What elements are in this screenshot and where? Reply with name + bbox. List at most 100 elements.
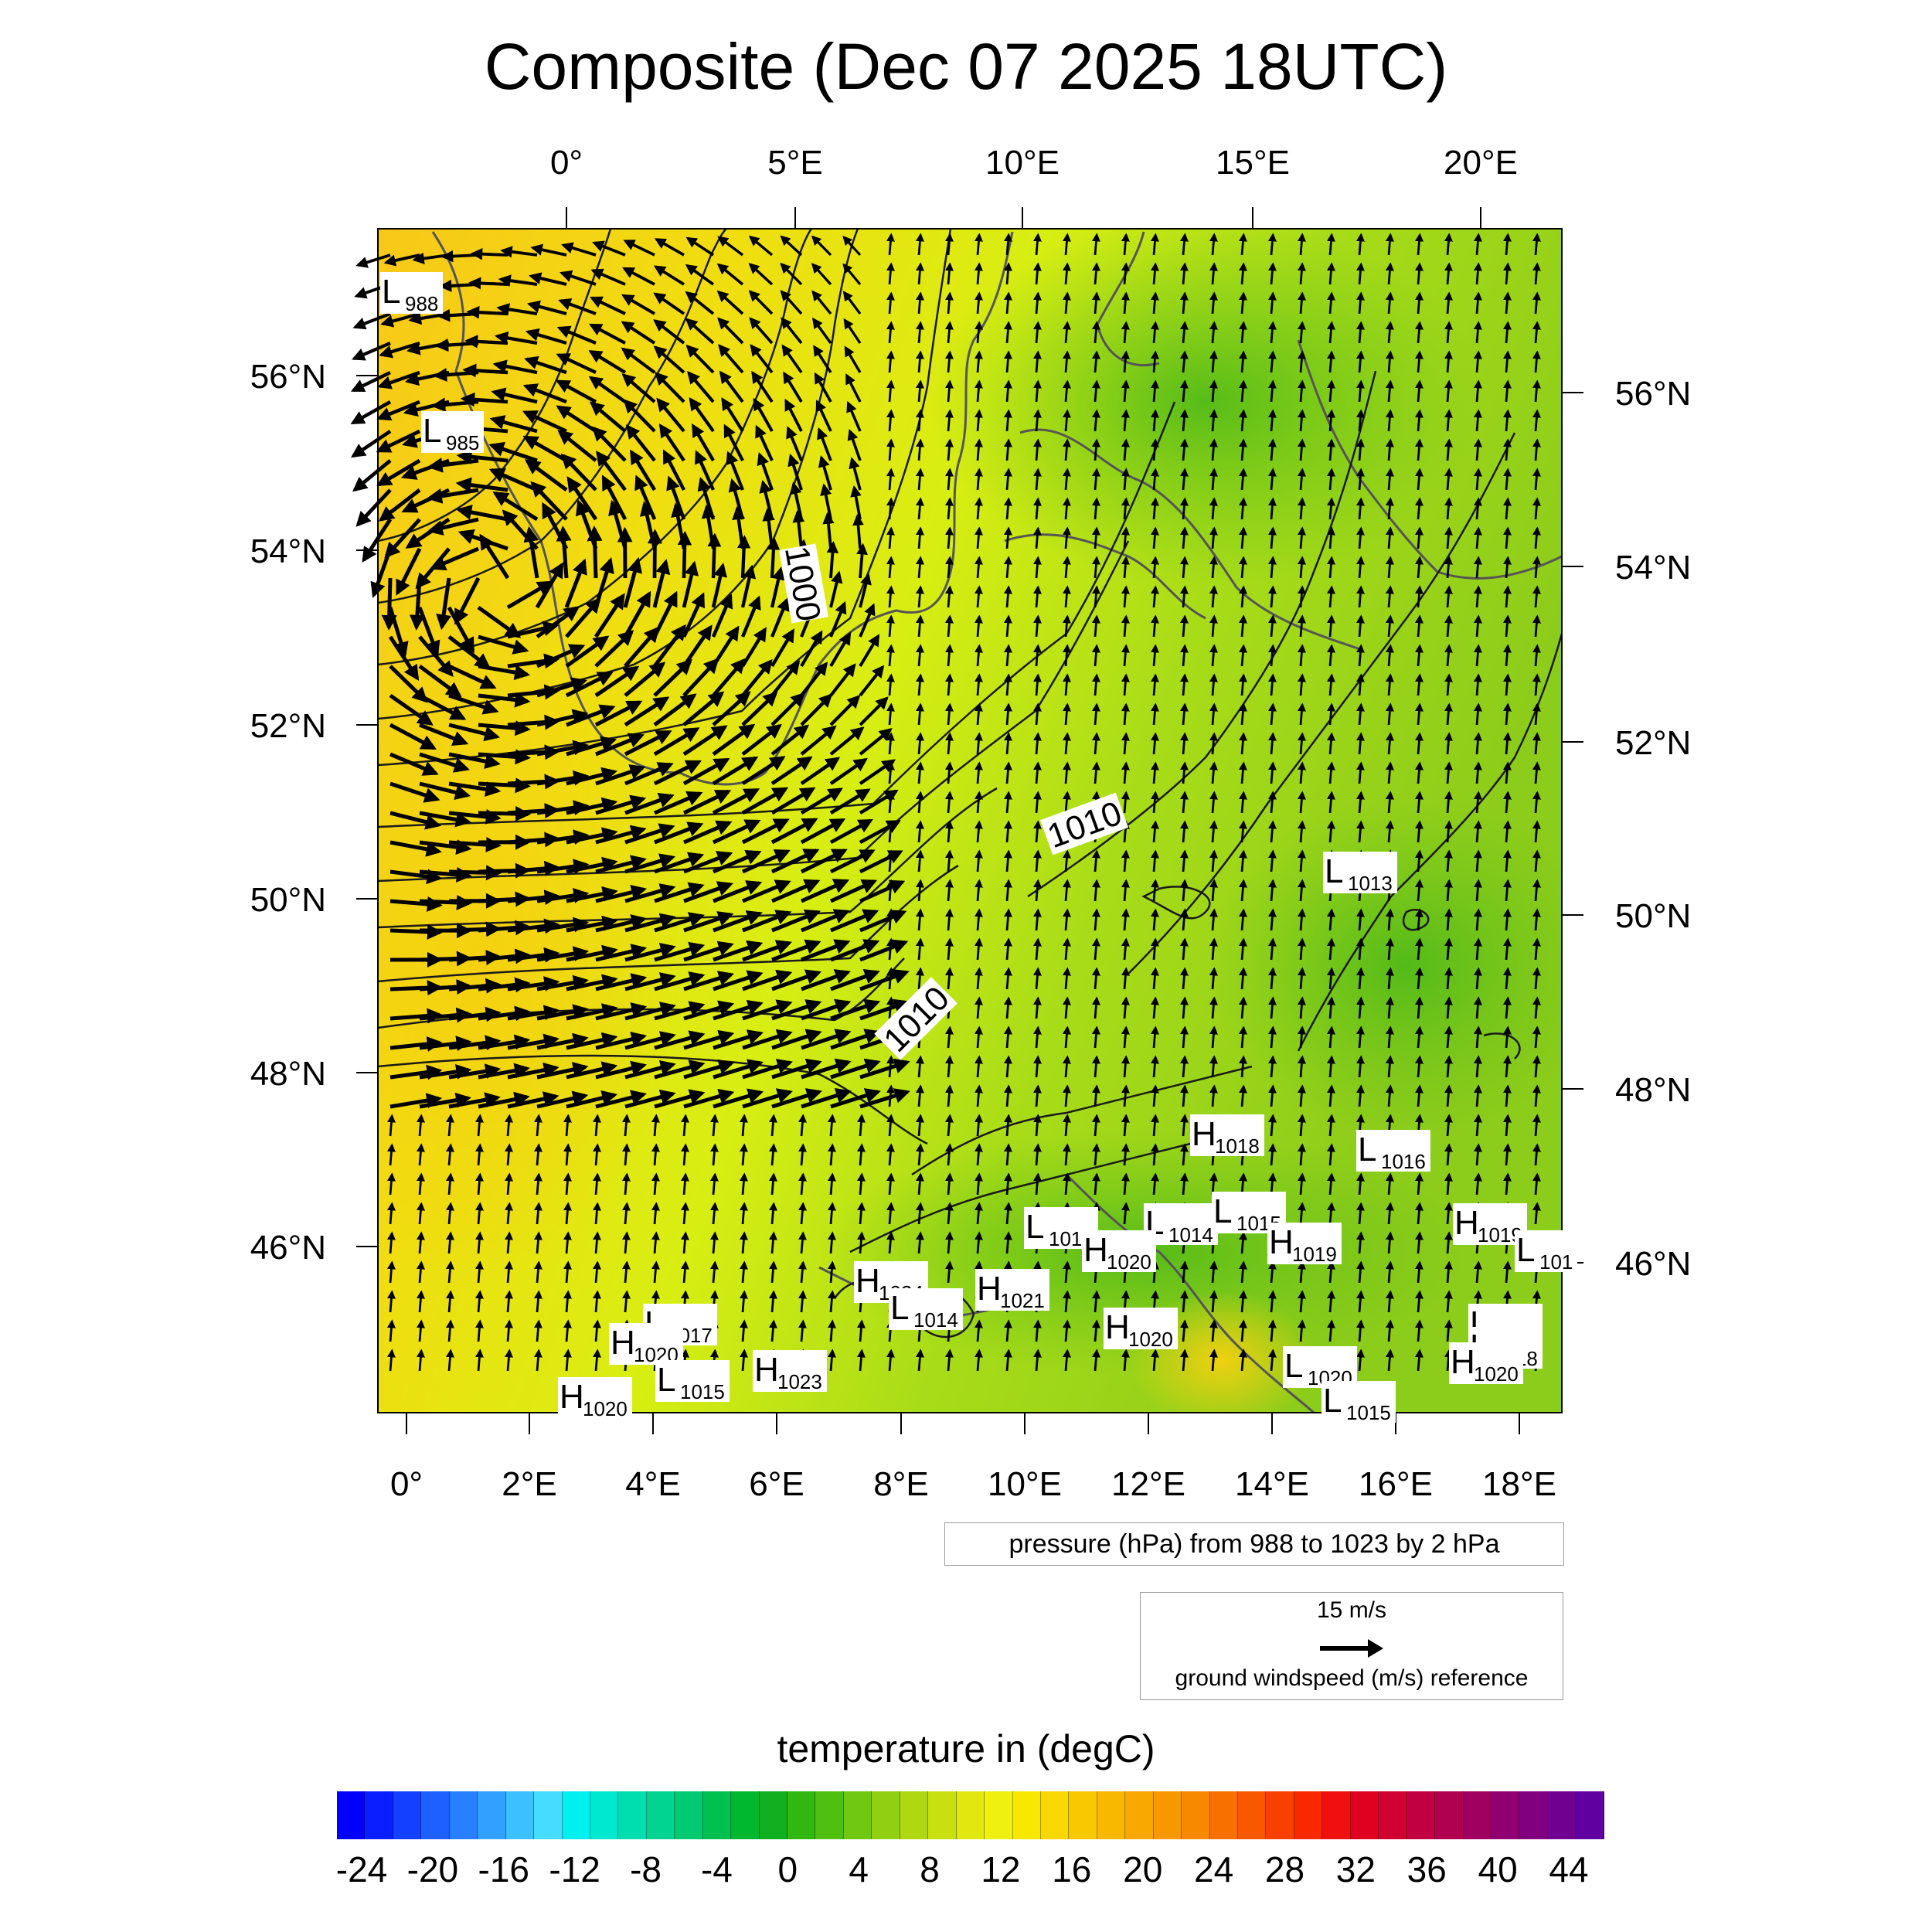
wind-arrow — [1091, 849, 1100, 872]
wind-arrow — [456, 505, 509, 522]
wind-arrow — [653, 345, 685, 374]
wind-arrow — [1150, 409, 1159, 432]
wind-arrow — [1003, 438, 1012, 461]
wind-arrow — [1003, 291, 1012, 315]
wind-arrow — [800, 849, 848, 874]
wind-arrow — [1502, 526, 1512, 549]
wind-arrow — [944, 791, 954, 814]
wind-arrow — [737, 535, 751, 579]
colorbar-cell — [562, 1791, 590, 1839]
colorbar-cell — [872, 1791, 900, 1839]
wind-arrow — [974, 702, 983, 726]
wind-arrow — [716, 263, 744, 286]
wind-arrow — [1297, 702, 1306, 726]
wind-arrow — [1444, 526, 1453, 549]
colorbar-cell — [618, 1791, 647, 1839]
wind-arrow — [1062, 409, 1071, 432]
wind-arrow — [470, 247, 509, 260]
left-lat-label: 52°N — [250, 707, 326, 745]
wind-arrow — [561, 242, 597, 257]
wind-arrow — [711, 594, 733, 638]
wind-arrow — [389, 896, 443, 912]
wind-arrow — [1032, 644, 1042, 667]
wind-arrow — [1444, 379, 1453, 403]
wind-arrow — [522, 410, 567, 434]
wind-arrow — [1355, 321, 1365, 344]
wind-arrow — [624, 793, 675, 815]
wind-arrow — [1121, 379, 1130, 403]
low-pressure-label: L 1013 — [1323, 852, 1397, 895]
wind-arrow — [1121, 761, 1130, 784]
pressure-center-value: 988 — [405, 292, 438, 315]
wind-arrow — [653, 624, 686, 668]
wind-arrow — [1473, 468, 1482, 491]
wind-arrow — [436, 577, 451, 631]
wind-arrow — [1179, 673, 1189, 696]
wind-arrow — [781, 317, 803, 345]
wind-arrow — [915, 438, 924, 461]
colorbar-tick-label: 4 — [849, 1849, 869, 1889]
wind-arrow — [1003, 673, 1012, 696]
wind-arrow — [1150, 350, 1159, 373]
wind-arrow — [1032, 350, 1042, 373]
wind-arrow — [1062, 702, 1071, 726]
wind-arrow — [886, 849, 895, 872]
wind-arrow — [974, 585, 983, 608]
colorbar-cell — [1322, 1791, 1351, 1839]
wind-arrow — [419, 752, 470, 773]
wind-arrow — [1473, 233, 1482, 256]
wind-arrow — [829, 849, 876, 874]
wind-arrow — [844, 345, 862, 373]
left-lat-label: 48°N — [250, 1055, 326, 1093]
wind-arrow — [1326, 614, 1335, 638]
wind-arrow — [1297, 497, 1306, 520]
wind-arrow — [1150, 291, 1159, 315]
wind-arrow — [829, 631, 852, 668]
wind-arrow — [682, 560, 699, 608]
wind-arrow — [1502, 321, 1512, 344]
wind-arrow — [1532, 321, 1541, 344]
wind-arrow — [1179, 350, 1189, 373]
wind-arrow — [1091, 233, 1100, 256]
colorbar-cell — [421, 1791, 450, 1839]
wind-arrow — [1502, 614, 1512, 638]
wind-arrow — [622, 267, 655, 286]
wind-arrow — [712, 787, 760, 815]
wind-arrow — [1385, 379, 1394, 403]
wind-arrow — [915, 820, 924, 843]
wind-arrow — [1209, 468, 1218, 491]
wind-arrow — [1385, 702, 1394, 726]
wind-arrow — [1473, 849, 1482, 872]
wind-arrow — [556, 526, 572, 579]
wind-arrow — [624, 626, 660, 668]
wind-arrow — [1297, 409, 1306, 432]
wind-arrow — [478, 634, 529, 655]
wind-arrow — [1414, 497, 1423, 520]
colorbar-cell — [702, 1791, 732, 1839]
colorbar-tick-label: -24 — [335, 1849, 388, 1889]
wind-arrow — [1414, 820, 1423, 843]
wind-arrow — [1062, 644, 1071, 667]
pressure-center-type: H — [855, 1262, 880, 1300]
wind-arrow — [492, 491, 539, 522]
wind-arrow — [1326, 526, 1335, 549]
wind-arrow — [682, 592, 705, 638]
wind-arrow — [1003, 497, 1012, 520]
wind-arrow — [621, 373, 656, 403]
wind-arrow — [1532, 820, 1541, 843]
wind-arrow — [915, 702, 924, 726]
wind-arrow — [1267, 556, 1277, 579]
wind-arrow — [1355, 732, 1365, 755]
colorbar-cell — [956, 1791, 985, 1839]
pressure-center-value: 1019 — [1292, 1243, 1337, 1266]
wind-arrow — [1091, 732, 1100, 755]
wind-arrow — [448, 693, 499, 715]
wind-arrow — [1238, 791, 1247, 814]
wind-arrow — [915, 673, 924, 696]
wind-arrow — [1355, 585, 1365, 608]
wind-arrow — [536, 770, 590, 786]
wind-arrow — [566, 704, 616, 727]
wind-arrow — [1532, 702, 1541, 726]
wind-arrow — [1355, 673, 1365, 696]
